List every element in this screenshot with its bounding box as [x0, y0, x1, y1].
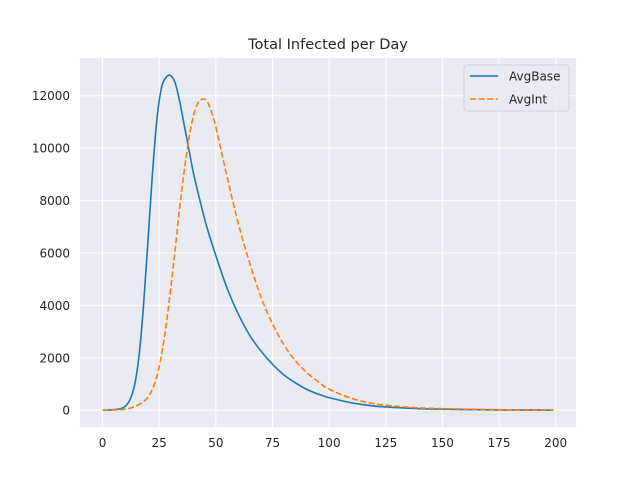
y-tick-label: 4000: [39, 299, 70, 313]
x-tick-label: 200: [544, 436, 567, 450]
x-tick-label: 125: [374, 436, 397, 450]
y-tick-label: 6000: [39, 246, 70, 260]
series-line-avgbase: [102, 74, 554, 412]
legend-label-avgbase: AvgBase: [509, 70, 560, 84]
grid-lines: [80, 58, 576, 427]
x-tick-label: 175: [488, 436, 511, 450]
legend-label-avgint: AvgInt: [509, 93, 547, 107]
axis-ticks: 0 25 50 75 100 125 150 175 200020004000600080001…: [32, 89, 567, 450]
series-lines: [102, 74, 554, 412]
x-tick-label: 50: [208, 436, 223, 450]
legend: AvgBase AvgInt: [463, 64, 570, 112]
x-tick-label: 0: [99, 436, 107, 450]
chart-title: Total Infected per Day: [247, 37, 408, 53]
y-tick-label: 2000: [39, 351, 70, 365]
plot-background: [80, 58, 576, 427]
x-tick-label: 100: [318, 436, 341, 450]
x-tick-label: 75: [265, 436, 280, 450]
x-tick-label: 150: [431, 436, 454, 450]
series-line-avgint: [102, 98, 554, 412]
y-tick-label: 0: [62, 404, 70, 418]
x-tick-label: 25: [152, 436, 167, 450]
y-tick-label: 8000: [39, 194, 70, 208]
y-tick-label: 10000: [32, 142, 70, 156]
y-tick-label: 12000: [32, 89, 70, 103]
